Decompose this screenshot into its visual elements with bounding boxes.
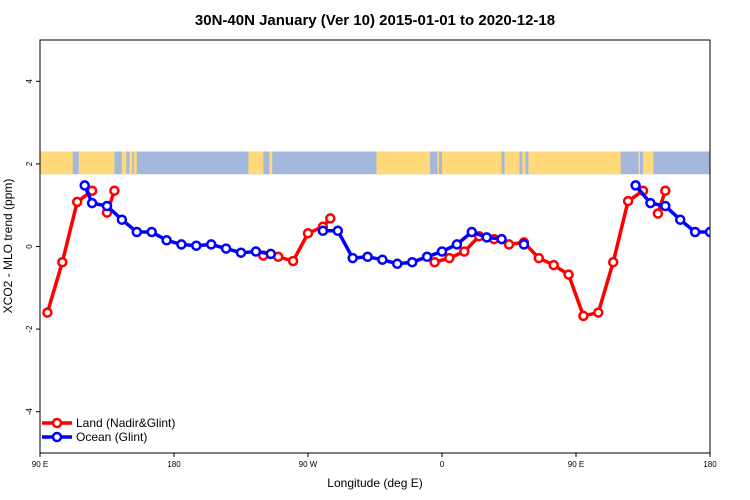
x-tick-label: 90 E [32,460,48,469]
ocean-data-point [406,256,418,268]
map-land [643,151,654,175]
ocean-data-point [645,197,656,209]
land-data-point [607,256,619,268]
land-data-point [660,185,671,196]
x-tick-label: 90 E [568,460,584,469]
ocean-data-point [235,247,247,258]
ocean-data-point [250,246,262,257]
ocean-data-point [451,239,463,250]
legend-land-marker [51,417,63,429]
y-tick-label: -2 [25,325,34,333]
land-data-point [533,252,545,264]
ocean-data-point [377,254,388,265]
ocean-data-point [704,226,710,238]
ocean-data-point [131,226,143,238]
ocean-data-point [660,200,671,212]
land-data-point [302,228,314,239]
land-data-point [459,246,470,257]
x-axis-title: Longitude (deg E) [327,476,422,490]
land-data-point [652,208,664,219]
map-land [40,151,73,175]
ocean-data-point [191,240,202,251]
legend-ocean-label: Ocean (Glint) [76,430,147,444]
land-data-point [429,256,440,268]
ocean-data-point [721,236,729,244]
map-land [133,151,137,175]
land-data-point [444,252,455,264]
ocean-data-point [146,226,157,238]
x-tick-label: 180 [703,460,717,469]
ocean-series-line [634,184,710,235]
ocean-data-point [317,225,329,237]
ocean-data-point [689,226,701,238]
world-map-strip [40,151,710,175]
map-land [437,151,440,175]
x-tick-label: 90 W [299,460,318,469]
ocean-data-point [518,239,530,250]
map-land [504,151,520,175]
land-data-point [287,255,299,267]
map-land [78,151,115,175]
map-land [442,151,502,175]
y-tick-label: -4 [25,408,34,416]
ocean-data-point [116,214,128,225]
y-tick-label: 4 [25,79,34,84]
legend-land-label: Land (Nadir&Glint) [76,416,175,430]
ocean-data-point [496,233,507,245]
ocean-data-point [630,180,641,191]
ocean-data-point [481,232,492,243]
ocean-data-point [176,239,187,250]
land-data-point [503,239,515,250]
land-data-point [109,185,120,196]
ocean-data-point [79,180,90,191]
land-data-point [593,307,604,318]
map-land [269,151,273,175]
map-land [129,151,133,175]
y-axis-title: XCO2 - MLO trend (ppm) [1,179,15,314]
ocean-data-point [466,226,478,238]
ocean-data-point [421,251,433,263]
ocean-data-point [161,235,172,246]
y-tick-label: 0 [25,244,34,249]
land-data-point [57,256,68,268]
ocean-data-point [674,214,686,225]
map-land [522,151,526,175]
ocean-data-point [86,197,98,209]
map-land [638,151,641,175]
land-data-point [325,213,336,224]
map-land [528,151,621,175]
map-land [248,151,264,175]
legend: Land (Nadir&Glint)Ocean (Glint) [42,416,175,444]
ocean-data-point [347,252,358,264]
x-tick-label: 0 [440,460,445,469]
map-land [376,151,431,175]
ocean-data-point [265,248,277,260]
ocean-data-point [436,246,448,257]
legend-ocean-marker [51,431,63,443]
chart-title: 30N-40N January (Ver 10) 2015-01-01 to 2… [195,12,555,29]
ocean-data-point [332,225,344,237]
land-data-point [42,307,53,318]
series-layer [42,180,729,322]
ocean-data-point [392,258,403,270]
land-data-point [578,310,589,322]
x-tick-label: 180 [167,460,181,469]
map-land [121,151,127,175]
ocean-data-point [205,239,217,250]
land-data-point [563,269,574,280]
plot-area [40,151,729,322]
ocean-data-point [220,243,232,254]
x-axis: 90 E 180 90 W 0 90 E 180 [32,453,717,469]
land-data-point [548,259,559,271]
ocean-data-point [101,200,113,212]
land-data-point [71,196,83,208]
land-data-point [622,195,634,207]
plot-frame [39,39,711,454]
y-axis: -4 -2 0 2 4 [25,79,40,416]
y-tick-label: 2 [25,161,34,166]
land-series-line [45,189,94,314]
ocean-data-point [362,251,373,263]
